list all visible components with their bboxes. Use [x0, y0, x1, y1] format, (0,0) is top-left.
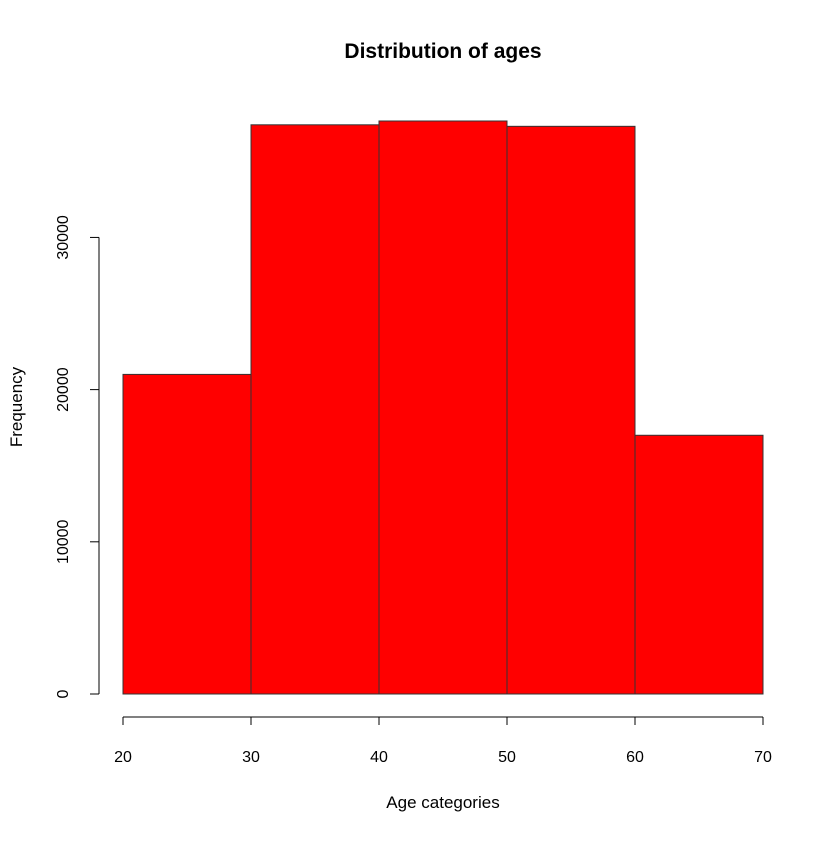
- y-tick-label: 10000: [55, 519, 72, 564]
- x-tick-label: 40: [370, 749, 388, 766]
- histogram-bar-60-70: [634, 434, 764, 695]
- x-tick-label: 60: [626, 749, 644, 766]
- histogram-bar-50-60: [506, 125, 636, 695]
- histogram-bar-40-50: [378, 120, 508, 695]
- bars-group: [122, 120, 764, 695]
- chart-title: Distribution of ages: [344, 40, 541, 63]
- y-tick-label: 30000: [55, 215, 72, 260]
- y-axis-label: Frequency: [7, 366, 26, 447]
- x-tick-label: 70: [754, 749, 772, 766]
- histogram-bar-30-40: [250, 124, 380, 695]
- histogram-bar-20-30: [122, 373, 252, 695]
- y-tick-label: 20000: [55, 367, 72, 412]
- x-tick-label: 30: [242, 749, 260, 766]
- x-tick-label: 50: [498, 749, 516, 766]
- x-axis-label: Age categories: [386, 793, 499, 812]
- y-axis: 0 10000 20000 30000: [55, 215, 100, 698]
- x-tick-label: 20: [114, 749, 132, 766]
- x-axis: 20 30 40 50 60 70: [114, 716, 772, 766]
- y-tick-label: 0: [55, 689, 72, 698]
